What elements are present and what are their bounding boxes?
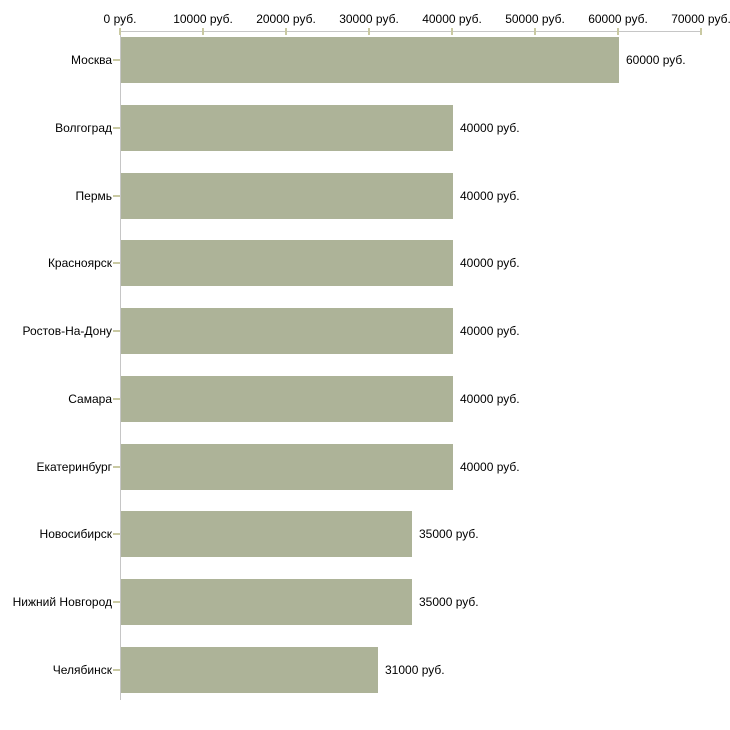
value-label: 40000 руб. [460, 391, 520, 406]
x-tick-label: 50000 руб. [505, 12, 565, 26]
bar [121, 444, 453, 490]
value-label: 40000 руб. [460, 120, 520, 135]
value-label: 31000 руб. [385, 663, 445, 678]
category-label: Самара [68, 391, 112, 406]
category-tick-mark [113, 126, 120, 129]
x-tick-mark [285, 28, 287, 35]
x-tick-label: 0 руб. [103, 12, 137, 26]
x-tick-mark [534, 28, 536, 35]
bar [121, 308, 453, 354]
category-tick-mark [113, 59, 120, 61]
category-label: Волгоград [55, 120, 112, 135]
value-label: 35000 руб. [419, 527, 479, 542]
x-tick-mark [368, 28, 370, 35]
category-tick-mark [113, 533, 120, 536]
x-tick-mark [119, 28, 121, 35]
bar [121, 376, 453, 422]
value-label: 40000 руб. [460, 459, 520, 474]
bar [121, 37, 619, 83]
bar [121, 579, 412, 625]
x-axis-line [120, 31, 702, 32]
category-tick-mark [113, 262, 120, 265]
value-label: 60000 руб. [626, 53, 686, 67]
category-tick-mark [113, 330, 120, 333]
category-label: Ростов-На-Дону [22, 324, 112, 339]
category-label: Екатеринбург [36, 459, 113, 474]
category-label: Нижний Новгород [12, 595, 112, 610]
value-label: 40000 руб. [460, 256, 520, 271]
category-tick-mark [113, 397, 120, 400]
category-label: Челябинск [52, 663, 112, 678]
category-label: Красноярск [47, 256, 112, 271]
category-tick-mark [113, 669, 120, 672]
bar [121, 511, 412, 557]
x-tick-label: 70000 руб. [671, 12, 730, 26]
bar [121, 105, 453, 151]
value-label: 40000 руб. [460, 188, 520, 203]
category-tick-mark [113, 465, 120, 468]
value-label: 40000 руб. [460, 324, 520, 339]
x-tick-label: 60000 руб. [588, 12, 648, 26]
bar [121, 647, 378, 693]
x-tick-label: 30000 руб. [339, 12, 399, 26]
category-tick-mark [113, 601, 120, 604]
x-tick-mark [451, 28, 453, 35]
x-tick-label: 20000 руб. [256, 12, 316, 26]
x-tick-label: 40000 руб. [422, 12, 482, 26]
x-tick-mark [700, 28, 702, 35]
category-label: Москва [71, 53, 112, 67]
x-tick-mark [617, 28, 619, 35]
bar [121, 240, 453, 286]
x-tick-mark [202, 28, 204, 35]
category-label: Новосибирск [39, 527, 112, 542]
bar [121, 173, 453, 219]
category-tick-mark [113, 194, 120, 197]
value-label: 35000 руб. [419, 595, 479, 610]
category-label: Пермь [75, 188, 112, 203]
x-tick-label: 10000 руб. [173, 12, 233, 26]
y-axis-line [120, 31, 121, 700]
